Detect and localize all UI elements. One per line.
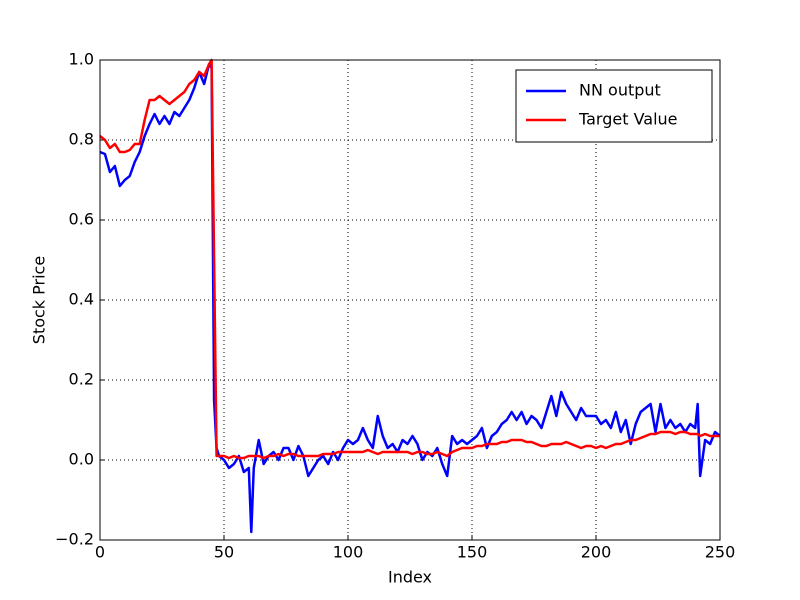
- y-tick-label: 0.2: [69, 370, 94, 389]
- y-tick-label: 0.6: [69, 210, 94, 229]
- x-tick-label: 0: [95, 543, 105, 562]
- x-tick-label: 100: [333, 543, 364, 562]
- y-tick-label: −0.2: [55, 530, 94, 549]
- legend-box: [515, 69, 713, 143]
- x-tick-label: 50: [214, 543, 234, 562]
- y-tick-label: 0.8: [69, 130, 94, 149]
- legend-label: NN output: [579, 81, 661, 100]
- line-series: [100, 62, 720, 534]
- x-tick-label: 150: [457, 543, 488, 562]
- x-axis-label: Index: [388, 568, 432, 587]
- x-tick-label: 200: [581, 543, 612, 562]
- x-tick-label: 250: [705, 543, 736, 562]
- y-tick-label: 0.0: [69, 450, 94, 469]
- y-axis-label: Stock Price: [30, 256, 49, 344]
- plot-frame: [99, 59, 721, 541]
- y-tick-label: 1.0: [69, 50, 94, 69]
- legend-label: Target Value: [578, 110, 678, 129]
- line-series: [100, 58, 720, 460]
- y-tick-label: 0.4: [69, 290, 94, 309]
